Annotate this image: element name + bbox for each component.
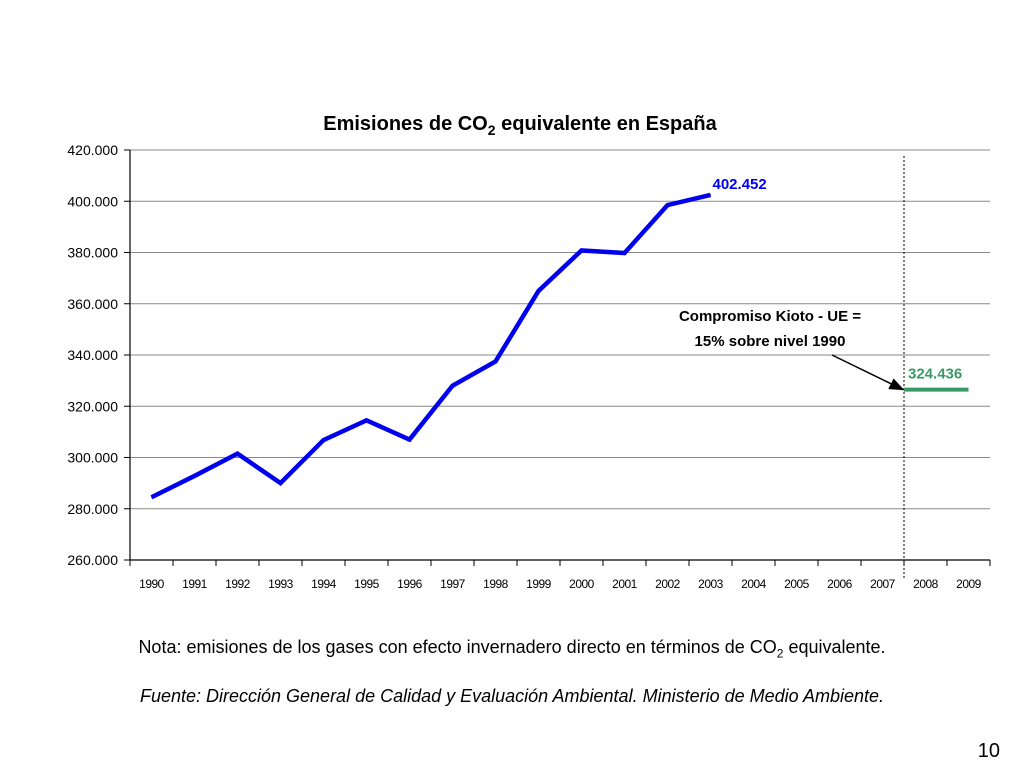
y-tick-label: 420.000 xyxy=(67,142,118,158)
slide-number: 10 xyxy=(977,740,1000,762)
x-tick-label: 1997 xyxy=(440,577,466,591)
x-tick-label: 2009 xyxy=(956,577,982,591)
x-tick-label: 2000 xyxy=(569,577,595,591)
x-tick-label: 1995 xyxy=(354,577,380,591)
data-point xyxy=(323,439,324,441)
x-tick-label: 1998 xyxy=(483,577,509,591)
footnote: Nota: emisiones de los gases con efecto … xyxy=(138,637,886,661)
x-tick-label: 1992 xyxy=(225,577,251,591)
y-tick-label: 260.000 xyxy=(67,552,118,568)
x-tick-label: 2007 xyxy=(870,577,896,591)
x-tick-label: 1996 xyxy=(397,577,423,591)
source-citation: Fuente: Dirección General de Calidad y E… xyxy=(139,686,885,706)
kyoto-target-label: 324.436 xyxy=(908,366,962,383)
data-point xyxy=(452,385,453,387)
y-tick-label: 300.000 xyxy=(67,450,118,466)
data-point xyxy=(194,475,195,477)
kyoto-annotation-line1: Compromiso Kioto - UE = xyxy=(679,308,861,325)
data-point xyxy=(409,439,410,441)
gridlines xyxy=(130,149,990,510)
x-tick-label: 1991 xyxy=(182,577,208,591)
y-tick-label: 380.000 xyxy=(67,245,118,261)
x-tick-label: 2006 xyxy=(827,577,853,591)
y-tick-label: 360.000 xyxy=(67,296,118,312)
kyoto-annotation-line2: 15% sobre nivel 1990 xyxy=(695,333,846,350)
x-tick-label: 1994 xyxy=(311,577,337,591)
axes xyxy=(124,149,991,566)
data-point xyxy=(667,204,668,206)
x-tick-label: 2005 xyxy=(784,577,810,591)
chart-title: Emisiones de CO2 equivalente en España xyxy=(323,113,717,138)
y-tick-labels: 260.000 280.000 300.000 320.000 340.000 360.0… xyxy=(67,142,118,568)
data-point xyxy=(710,194,711,196)
x-tick-label: 2003 xyxy=(698,577,724,591)
data-point xyxy=(366,419,367,421)
annotation-arrow xyxy=(831,354,905,391)
data-point xyxy=(151,496,152,498)
data-point xyxy=(538,290,539,292)
x-tick-label: 1993 xyxy=(268,577,294,591)
series-layer xyxy=(150,192,712,500)
x-tick-label: 2008 xyxy=(913,577,939,591)
x-tick-label: 1990 xyxy=(139,577,165,591)
y-tick-label: 400.000 xyxy=(67,193,118,209)
x-tick-labels: 1990 1991 1992 1993 1994 1995 1996 1997 1998 1999… xyxy=(139,577,982,591)
y-tick-label: 280.000 xyxy=(67,501,118,517)
y-tick-label: 340.000 xyxy=(67,347,118,363)
data-point xyxy=(237,453,238,455)
data-point xyxy=(495,360,496,362)
data-point xyxy=(280,482,281,484)
series-line xyxy=(150,192,712,500)
x-tick-label: 2001 xyxy=(612,577,638,591)
x-tick-label: 2004 xyxy=(741,577,767,591)
x-tick-label: 2002 xyxy=(655,577,681,591)
data-point xyxy=(581,249,582,251)
data-point xyxy=(624,252,625,254)
last-value-label: 402.452 xyxy=(713,176,767,193)
y-tick-label: 320.000 xyxy=(67,398,118,414)
x-tick-label: 1999 xyxy=(526,577,552,591)
emissions-chart: Emisiones de CO2 equivalente en España 2… xyxy=(67,113,991,591)
